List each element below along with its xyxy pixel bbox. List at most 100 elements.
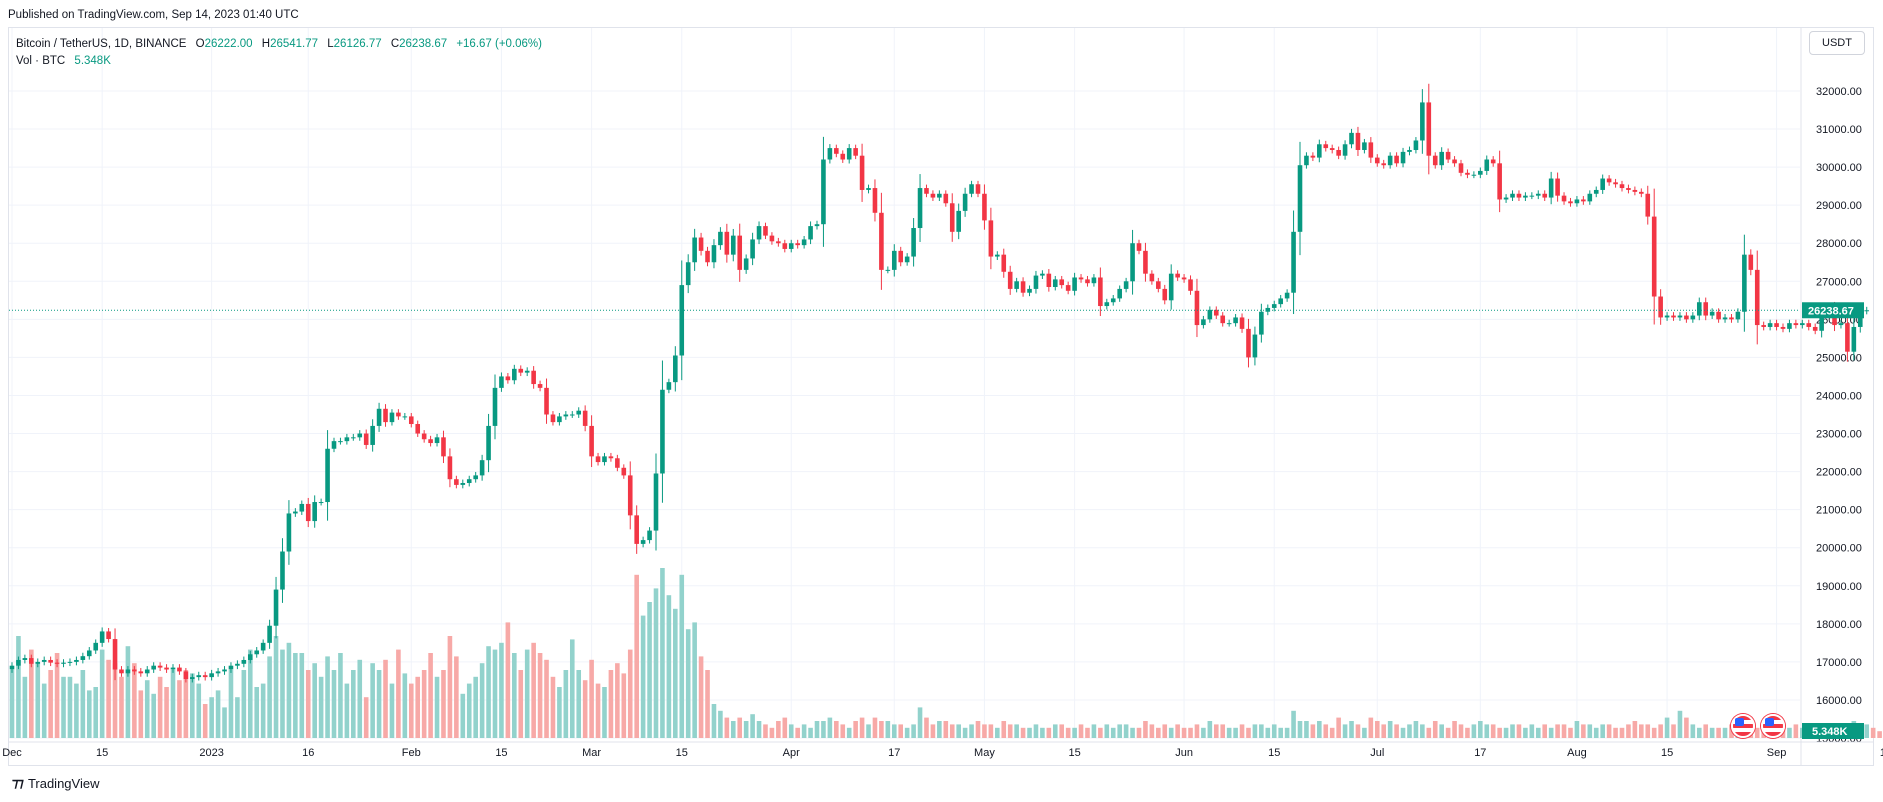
volume-bar	[1304, 721, 1309, 738]
candle-body	[1162, 288, 1168, 301]
candle-body	[1342, 144, 1348, 156]
candle-body	[866, 188, 871, 190]
candle-body	[1246, 328, 1251, 358]
candle-body	[312, 502, 317, 522]
candle-body	[241, 659, 247, 664]
footer-brand-label: TradingView	[27, 775, 100, 791]
volume-bar	[144, 680, 150, 738]
candle-body	[1310, 155, 1316, 158]
symbol-legend: Bitcoin / TetherUS, 1D, BINANCE O26222.0…	[16, 36, 542, 70]
volume-bar	[653, 588, 659, 738]
volume-bar	[254, 687, 260, 738]
x-tick-label: 17	[888, 747, 900, 759]
candle-body	[447, 456, 453, 480]
volume-bar	[634, 574, 639, 738]
y-tick-label: 22000.00	[1816, 467, 1862, 479]
volume-bar	[119, 676, 124, 738]
volume-bar	[512, 653, 517, 738]
candle-body	[1593, 189, 1599, 194]
candle-body	[756, 226, 762, 240]
volume-bar	[80, 670, 86, 738]
volume-bar	[563, 670, 569, 738]
volume-bar	[776, 721, 781, 738]
volume-bar	[1426, 727, 1432, 738]
volume-bar	[1420, 724, 1425, 738]
candle-body	[834, 148, 839, 154]
footer-brand[interactable]: ⁊⁊ TradingView	[12, 775, 99, 791]
candle-body	[1278, 298, 1283, 305]
volume-bar	[1497, 727, 1502, 738]
volume-bar	[1593, 727, 1599, 738]
candle-body	[1709, 311, 1715, 316]
volume-bar	[866, 724, 871, 738]
volume-bar	[1600, 724, 1605, 738]
candle-body	[1252, 334, 1258, 358]
candle-body	[383, 408, 388, 423]
candle-body	[737, 235, 743, 270]
candle-body	[621, 467, 627, 476]
candle-body	[1027, 288, 1032, 293]
volume-bar	[1793, 724, 1799, 738]
volume-bar	[1458, 724, 1464, 738]
y-tick-label: 28000.00	[1816, 238, 1862, 250]
candle-body	[666, 382, 672, 390]
volume-bar	[943, 721, 949, 738]
volume-bar	[621, 673, 627, 738]
open-value: 26222.00	[204, 38, 253, 50]
candle-body	[344, 437, 350, 442]
candle-body	[1780, 326, 1786, 329]
volume-bar	[782, 717, 788, 738]
price-chart[interactable]: 32000.00 31000.00 30000.00 29000.00 28000.00…	[0, 0, 1883, 770]
volume-bar	[196, 683, 202, 738]
volume-bar	[434, 676, 440, 738]
volume-bar	[666, 595, 672, 738]
volume-bar	[363, 697, 369, 738]
candle-body	[1716, 311, 1721, 320]
volume-bar	[486, 646, 491, 738]
candle-body	[904, 256, 910, 263]
candle-body	[402, 416, 408, 418]
volume-bar	[673, 608, 678, 738]
candle-body	[937, 193, 942, 198]
volume-bar	[930, 724, 936, 738]
candle-body	[1239, 317, 1245, 329]
last-price-tag	[1802, 302, 1864, 319]
close-value: 26238.67	[399, 38, 448, 50]
candle-body	[132, 669, 137, 672]
candle-body	[1136, 243, 1142, 251]
volume-bar	[1394, 724, 1399, 738]
candle-body	[1478, 170, 1483, 175]
volume-bar	[821, 721, 826, 738]
candle-body	[898, 250, 904, 263]
currency-button[interactable]: USDT	[1809, 31, 1865, 55]
candle-body	[1014, 281, 1019, 289]
volume-bar	[1246, 727, 1251, 738]
y-tick-label: 30000.00	[1816, 162, 1862, 174]
candle-body	[544, 387, 549, 415]
volume-bar	[1052, 724, 1058, 738]
volume-bar	[1445, 727, 1451, 738]
volume-bar	[235, 697, 240, 738]
volume-bar	[1027, 727, 1032, 738]
volume-bar	[1181, 727, 1187, 738]
volume-bar	[1342, 724, 1348, 738]
chart-frame[interactable]	[8, 27, 1874, 766]
candle-body	[1065, 285, 1071, 291]
candle-body	[80, 656, 86, 660]
volume-bar	[492, 649, 498, 738]
volume-bar	[447, 636, 453, 738]
volume-bar	[1400, 727, 1406, 738]
candle-body	[144, 669, 150, 674]
us-flag-event-icon[interactable]	[1731, 714, 1755, 738]
volume-bar	[647, 602, 652, 738]
volume-bar	[743, 721, 749, 738]
candle-body	[99, 631, 105, 643]
volume-bar	[1548, 727, 1554, 738]
us-flag-event-icon[interactable]	[1761, 714, 1785, 738]
candle-body	[1368, 142, 1374, 158]
candle-body	[428, 439, 433, 444]
volume-bar	[1503, 727, 1509, 738]
volume-bar	[408, 683, 414, 738]
candle-body	[1407, 149, 1412, 152]
volume-bar	[1368, 717, 1374, 738]
